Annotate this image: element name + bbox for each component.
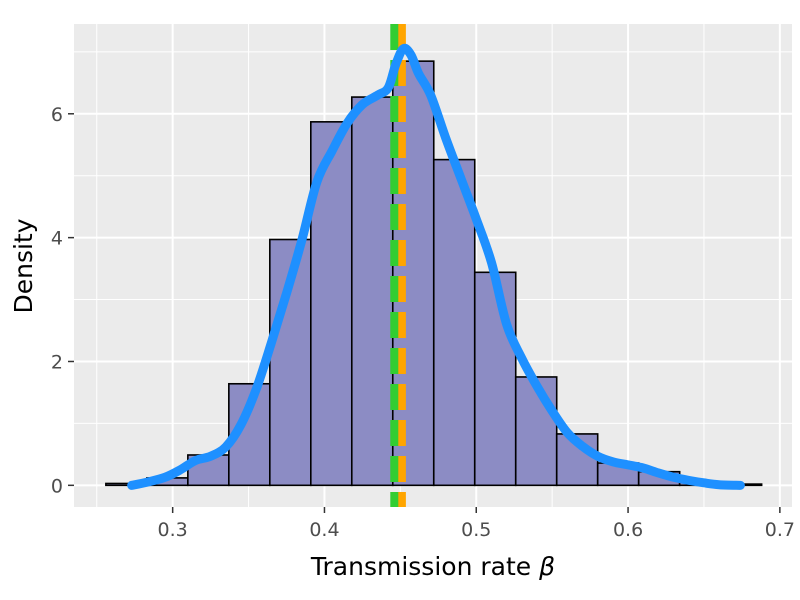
x-axis-title-text: Transmission rate bbox=[310, 552, 531, 581]
reference-lines bbox=[390, 24, 406, 507]
x-tick-label: 0.6 bbox=[613, 519, 643, 541]
x-tick-label: 0.7 bbox=[765, 519, 795, 541]
x-axis-ticks: 0.3 0.4 0.5 0.6 0.7 bbox=[158, 507, 795, 541]
histogram-bar bbox=[350, 96, 394, 487]
density-curve bbox=[127, 43, 745, 490]
x-axis-title: Transmission rate β bbox=[310, 552, 555, 581]
x-axis-title-symbol: β bbox=[538, 552, 555, 581]
y-axis-ticks: 0 2 4 6 bbox=[51, 104, 74, 497]
histogram-bar bbox=[514, 376, 558, 487]
density-curve-group bbox=[127, 43, 745, 490]
x-tick-label: 0.3 bbox=[158, 519, 188, 541]
x-tick-label: 0.4 bbox=[309, 519, 339, 541]
x-tick-label: 0.5 bbox=[461, 519, 491, 541]
y-tick-label: 0 bbox=[51, 475, 63, 497]
histogram-bars bbox=[105, 60, 763, 487]
histogram-bar bbox=[473, 271, 517, 487]
histogram-bar bbox=[432, 158, 476, 487]
y-tick-label: 6 bbox=[51, 104, 63, 126]
y-tick-label: 4 bbox=[51, 228, 63, 250]
y-axis-title: Density bbox=[9, 218, 38, 313]
y-tick-label: 2 bbox=[51, 351, 63, 373]
